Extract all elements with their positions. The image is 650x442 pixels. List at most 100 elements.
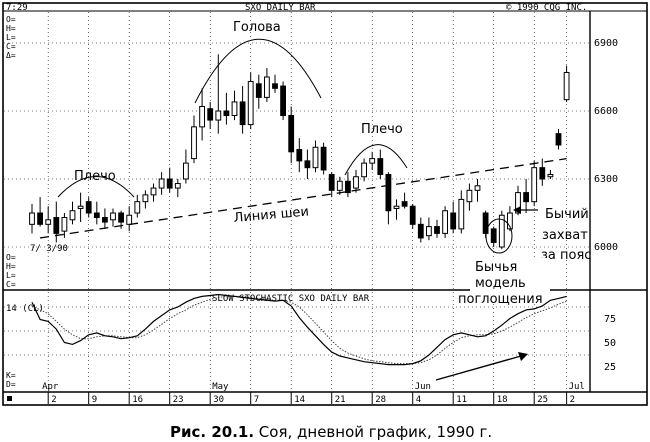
candle-body-down [272,83,278,89]
candle [231,90,238,121]
x-tick-label: 9 [92,395,97,405]
neckline-label: Линия шеи [233,204,309,226]
candle-body-down [207,108,214,121]
candle [247,72,254,130]
header-title: SXO DAILY BAR [245,3,316,13]
stochastic-d-line [31,295,567,365]
stoch-tick-25: 25 [604,362,616,373]
x-tick-label: 2 [51,395,56,405]
candle-body-up [231,101,238,117]
candle-body-down [401,201,408,207]
candle-body-up [264,76,270,98]
candle [191,115,197,164]
price-label-low: L= [6,271,16,280]
stoch-title: SLOW STOCHASTIC SXO DAILY BAR [212,294,370,304]
candle-body-down [239,101,246,126]
candle [166,167,173,193]
candle [401,192,408,209]
price-date-label: 7/ 3/90 [30,244,68,254]
candle [215,54,222,134]
candle-body-down [255,83,262,98]
candle-body-down [434,226,440,234]
candle [345,172,351,198]
candle-body-up [174,183,181,189]
candle [458,190,465,234]
candle [474,179,481,202]
x-tick-label: 14 [294,395,305,405]
candle-body-down [223,110,230,117]
candle-body-down [490,228,497,243]
candle [555,129,562,150]
candle [312,140,319,173]
candle [336,176,343,195]
candle-body-up [393,205,400,209]
x-tick-label: 18 [497,395,508,405]
candle-body-up [515,192,521,214]
candle-body-down [539,167,546,180]
belt-hold-arrow-head [513,206,521,214]
belt-hold-label-line2: захват [542,228,588,243]
candle-body-up [466,189,473,203]
candle-body-down [417,223,424,239]
candle-body-up [361,162,368,178]
candle [150,183,157,202]
candle [563,65,570,102]
figure-caption: Рис. 20.1. Соя, дневной график, 1990 г. [170,423,492,441]
candle-body-up [474,185,481,191]
x-tick-label: 25 [537,395,548,405]
candle-body-down [304,160,311,169]
candle-body-up [563,71,570,101]
x-tick-label: 7 [254,395,259,405]
candle-body-up [336,180,343,191]
candle [490,226,497,247]
scroll-marker [7,396,12,401]
candle-body-up [247,81,254,126]
caption-bold: Рис. 20.1. [170,423,254,441]
engulfing-label-line1: Бычья [475,260,517,275]
month-label: Apr [42,382,59,392]
header-label-close: C= [6,42,16,51]
x-axis-ticks: 2 9 16 23 30 7 14 21 28 4 11 18 25 2 Apr May Jun Jul [42,382,585,405]
candle [466,183,473,211]
candle-body-up [45,219,52,225]
candle-body-down [345,180,351,194]
price-tick-6300: 6300 [594,174,618,185]
candle-body-down [328,173,335,191]
candle [450,201,457,234]
price-tick-6000: 6000 [594,242,618,253]
right-shoulder-arc [344,144,408,176]
stochastic-k-line [31,293,567,366]
candle-body-down [280,85,287,117]
divergence-arrow-head [518,352,528,361]
candle-body-up [61,217,68,232]
price-label-high: H= [6,262,16,271]
belt-hold-label-line1: Бычий [545,207,589,222]
price-label-close: C= [6,280,16,289]
candle-body-up [158,178,165,189]
neckline [40,157,567,239]
candle-body-up [142,194,149,203]
stoch-tick-75: 75 [604,314,616,325]
month-label: Jul [569,382,585,392]
candle [369,151,376,170]
candle [85,197,92,218]
left-shoulder-label: Плечо [74,169,116,184]
candle-body-down [385,173,392,212]
caption-text: Соя, дневной график, 1990 г. [254,423,492,441]
candle-body-down [377,158,384,175]
candle [539,158,546,186]
candle [110,208,116,227]
candle [417,217,424,243]
chart-frame [2,2,648,406]
candle [361,158,368,182]
candle [320,142,327,175]
candle [199,88,205,141]
candle-body-down [296,149,303,162]
candle-body-up [531,167,538,203]
candle [426,217,432,241]
candle [69,201,76,225]
header-time: 7:29 [6,3,28,13]
candle-body-down [482,212,489,234]
candle-body-up [507,212,513,230]
x-tick-label: 21 [335,395,346,405]
